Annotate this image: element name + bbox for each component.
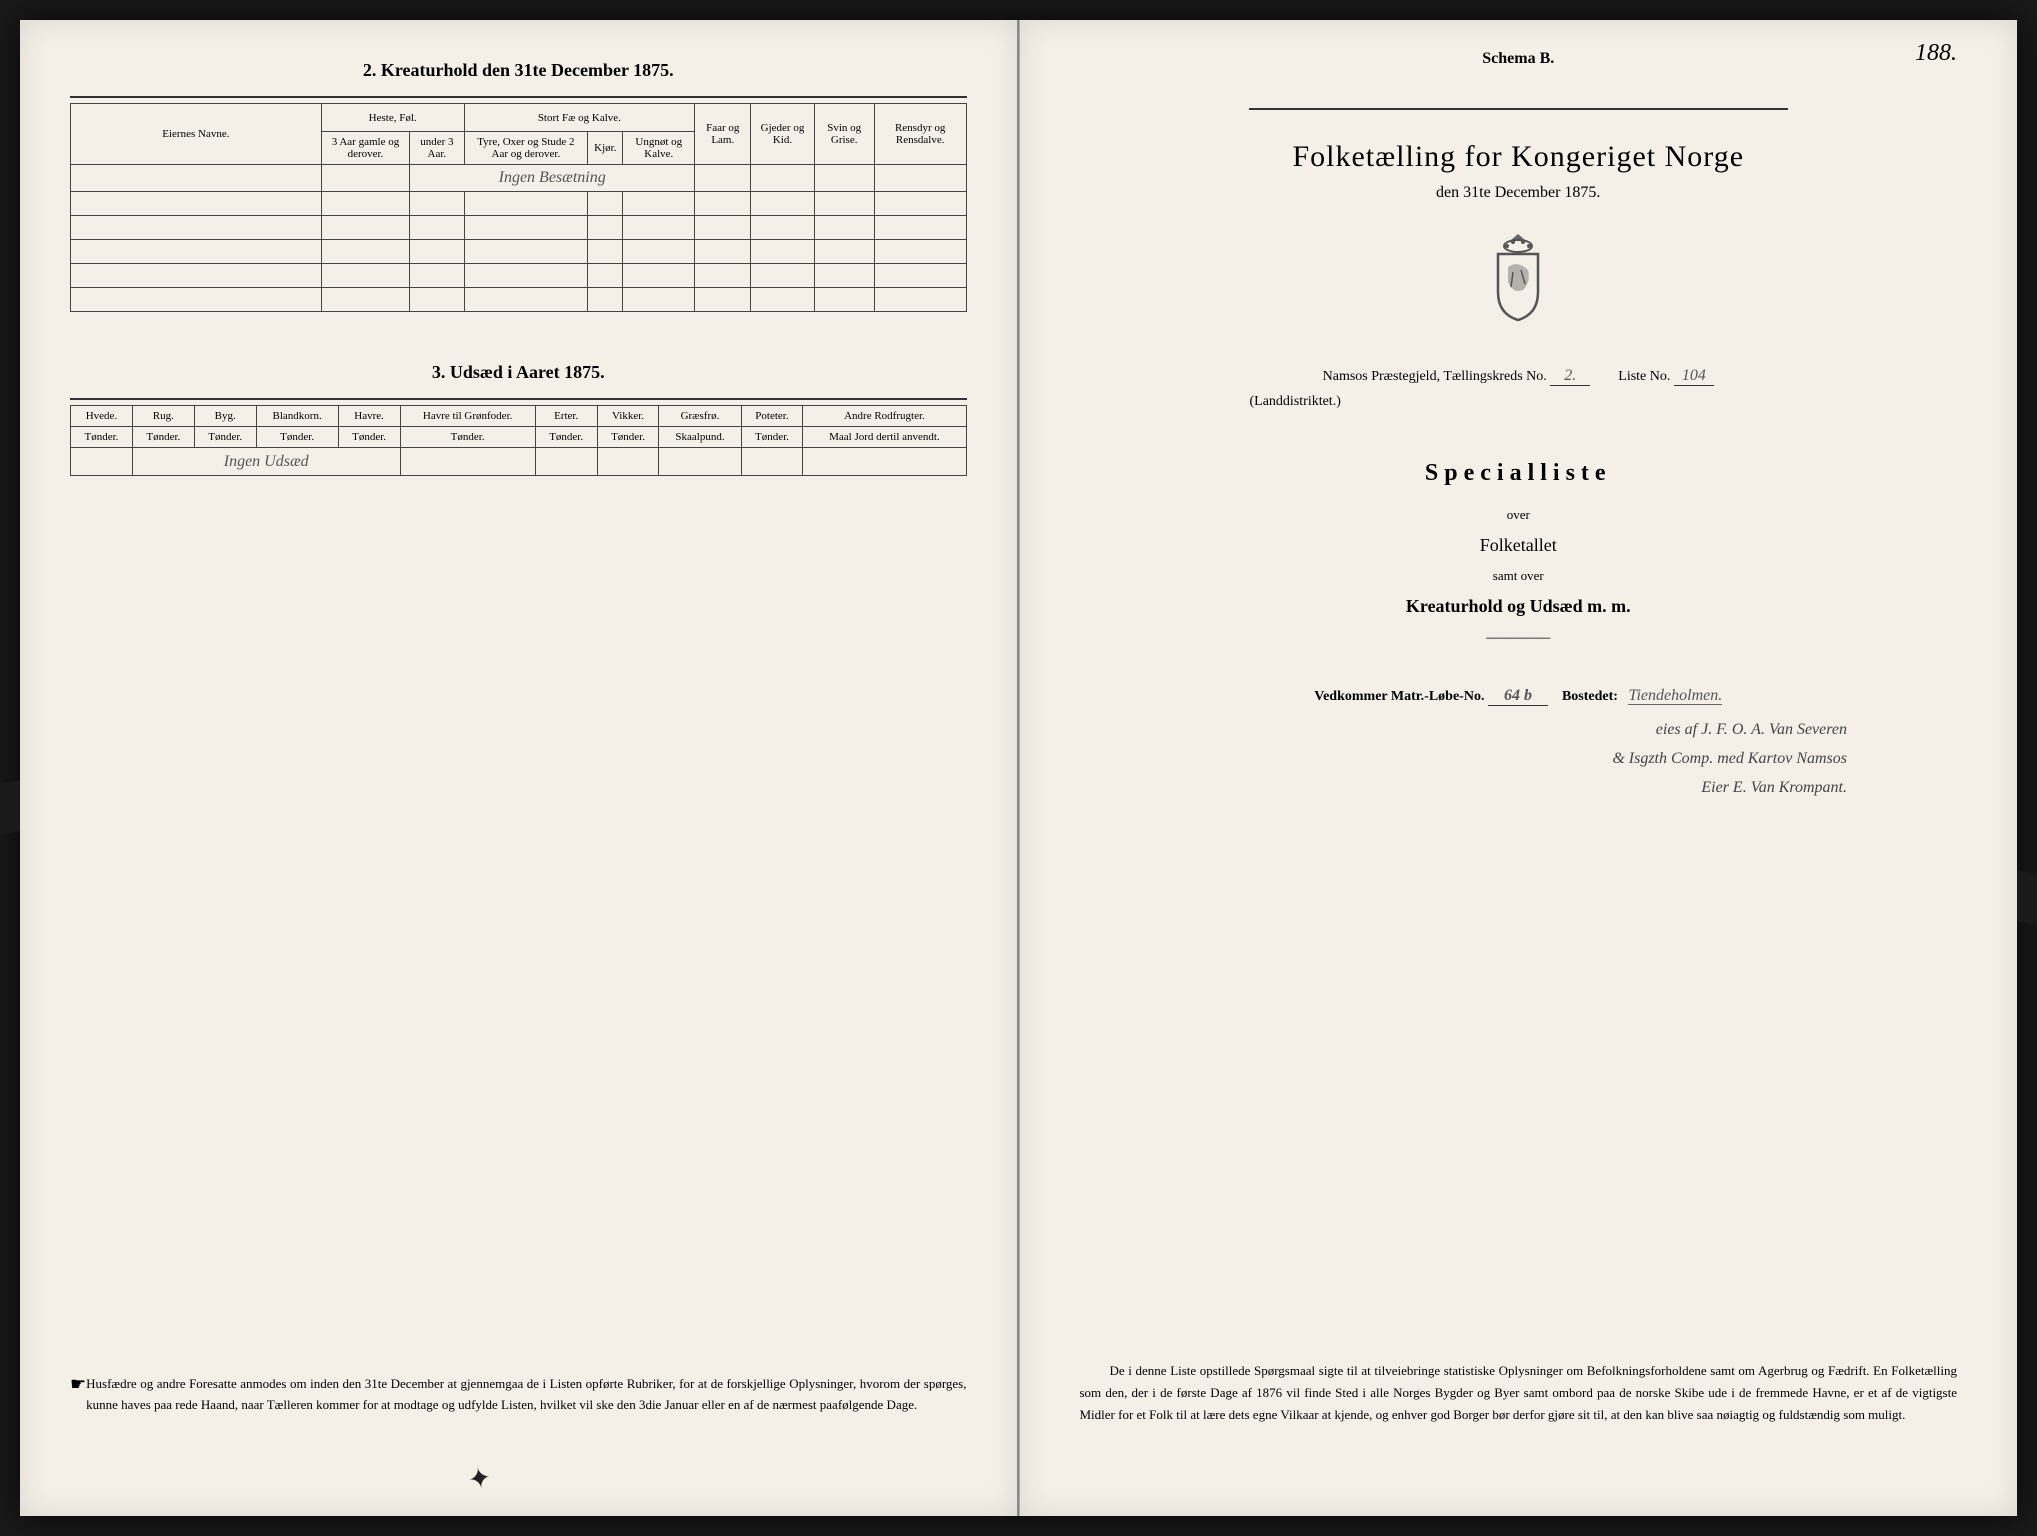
- bostedet-value: Tiendeholmen.: [1628, 687, 1722, 705]
- cell: [71, 448, 133, 476]
- seed-unit: Tønder.: [741, 427, 803, 448]
- col-gjeder: Gjeder og Kid.: [751, 104, 814, 165]
- page-number: 188.: [1915, 40, 1957, 67]
- matr-number: 64 b: [1488, 687, 1548, 706]
- seed-unit: Tønder.: [256, 427, 338, 448]
- seed-col: Rug.: [132, 406, 194, 427]
- census-subtitle: den 31te December 1875.: [1070, 184, 1968, 202]
- col-owner: Eiernes Navne.: [71, 104, 322, 165]
- cell: [751, 165, 814, 192]
- divider: ――――: [1070, 629, 1968, 647]
- seed-unit: Tønder.: [338, 427, 400, 448]
- col-ren: Rensdyr og Rensdalve.: [874, 104, 966, 165]
- left-footer-note: Husfædre og andre Foresatte anmodes om i…: [86, 1374, 966, 1416]
- col-heste2: under 3 Aar.: [410, 132, 464, 165]
- liste-prefix: Liste No.: [1618, 369, 1670, 384]
- handwritten-owner-block: eies af J. F. O. A. Van Severen & Isgzth…: [1070, 716, 1968, 802]
- divider: [1249, 108, 1788, 110]
- col-stort2: Kjør.: [588, 132, 623, 165]
- seed-col: Havre.: [338, 406, 400, 427]
- col-heste1: 3 Aar gamle og derover.: [321, 132, 409, 165]
- cell: [695, 165, 751, 192]
- col-group-stort: Stort Fæ og Kalve.: [464, 104, 695, 132]
- district-prefix: Namsos Præstegjeld, Tællingskreds No.: [1323, 369, 1547, 384]
- seed-col: Erter.: [535, 406, 597, 427]
- left-footer-block: ☛ Husfædre og andre Foresatte anmodes om…: [70, 1374, 967, 1416]
- matr-prefix: Vedkommer Matr.-Løbe-No.: [1314, 689, 1484, 704]
- cell: [874, 165, 966, 192]
- coat-of-arms-icon: [1070, 232, 1968, 327]
- handwritten-line: eies af J. F. O. A. Van Severen: [1070, 716, 1848, 745]
- col-stort1: Tyre, Oxer og Stude 2 Aar og derover.: [464, 132, 588, 165]
- kreatur-label: Kreaturhold og Udsæd m. m.: [1070, 596, 1968, 617]
- seed-unit: Tønder.: [71, 427, 133, 448]
- matr-line: Vedkommer Matr.-Løbe-No. 64 b Bostedet: …: [1070, 687, 1968, 706]
- handwritten-entry: Ingen Besætning: [410, 165, 695, 192]
- seed-col: Havre til Grønfoder.: [400, 406, 535, 427]
- seed-col: Poteter.: [741, 406, 803, 427]
- schema-label: Schema B.: [1070, 50, 1968, 68]
- district-line: Namsos Præstegjeld, Tællingskreds No. 2.…: [1070, 367, 1968, 386]
- seed-col: Græsfrø.: [659, 406, 741, 427]
- liste-number: 104: [1674, 367, 1714, 386]
- seed-unit: Skaalpund.: [659, 427, 741, 448]
- seed-unit: Tønder.: [535, 427, 597, 448]
- specialliste-title: Specialliste: [1070, 460, 1968, 487]
- bostedet-label: Bostedet:: [1562, 689, 1618, 704]
- seed-unit: Tønder.: [597, 427, 659, 448]
- seed-col: Byg.: [194, 406, 256, 427]
- seed-col: Vikker.: [597, 406, 659, 427]
- seed-table: Hvede. Rug. Byg. Blandkorn. Havre. Havre…: [70, 405, 967, 476]
- divider: [70, 96, 967, 98]
- col-svin: Svin og Grise.: [814, 104, 874, 165]
- cell: [814, 165, 874, 192]
- seed-col: Blandkorn.: [256, 406, 338, 427]
- handwritten-line: Eier E. Van Krompant.: [1070, 774, 1848, 803]
- col-group-heste: Heste, Føl.: [321, 104, 464, 132]
- seed-header-row: Hvede. Rug. Byg. Blandkorn. Havre. Havre…: [71, 406, 967, 427]
- col-faar: Faar og Lam.: [695, 104, 751, 165]
- seed-unit: Maal Jord dertil anvendt.: [803, 427, 966, 448]
- seed-unit-row: Tønder. Tønder. Tønder. Tønder. Tønder. …: [71, 427, 967, 448]
- seed-unit: Tønder.: [194, 427, 256, 448]
- cell: [71, 165, 322, 192]
- section3-title: 3. Udsæd i Aaret 1875.: [70, 362, 967, 383]
- samt-label: samt over: [1070, 568, 1968, 584]
- left-page: 2. Kreaturhold den 31te December 1875. E…: [20, 20, 1019, 1516]
- landdistrikt-label: (Landdistriktet.): [1250, 394, 1968, 410]
- handwritten-line: & Isgzth Comp. med Kartov Namsos: [1070, 745, 1848, 774]
- section2-title: 2. Kreaturhold den 31te December 1875.: [70, 60, 967, 81]
- handwritten-entry: Ingen Udsæd: [132, 448, 400, 476]
- seed-unit: Tønder.: [132, 427, 194, 448]
- right-footer-block: De i denne Liste opstillede Spørgsmaal s…: [1080, 1300, 1958, 1426]
- divider: [70, 398, 967, 400]
- cell: [321, 165, 409, 192]
- livestock-table: Eiernes Navne. Heste, Føl. Stort Fæ og K…: [70, 103, 967, 312]
- seed-unit: Tønder.: [400, 427, 535, 448]
- seed-col: Andre Rodfrugter.: [803, 406, 966, 427]
- over-label: over: [1070, 507, 1968, 523]
- district-number: 2.: [1550, 367, 1590, 386]
- right-footer-note: De i denne Liste opstillede Spørgsmaal s…: [1080, 1360, 1958, 1426]
- ink-smudge: ✦: [466, 1460, 495, 1498]
- census-title: Folketælling for Kongeriget Norge: [1070, 140, 1968, 174]
- right-page: 188. Schema B. Folketælling for Kongerig…: [1019, 20, 2018, 1516]
- col-stort3: Ungnøt og Kalve.: [623, 132, 695, 165]
- pointing-hand-icon: ☛: [70, 1374, 86, 1416]
- folketallet-label: Folketallet: [1070, 535, 1968, 556]
- book-spread: 2. Kreaturhold den 31te December 1875. E…: [20, 20, 2017, 1516]
- seed-col: Hvede.: [71, 406, 133, 427]
